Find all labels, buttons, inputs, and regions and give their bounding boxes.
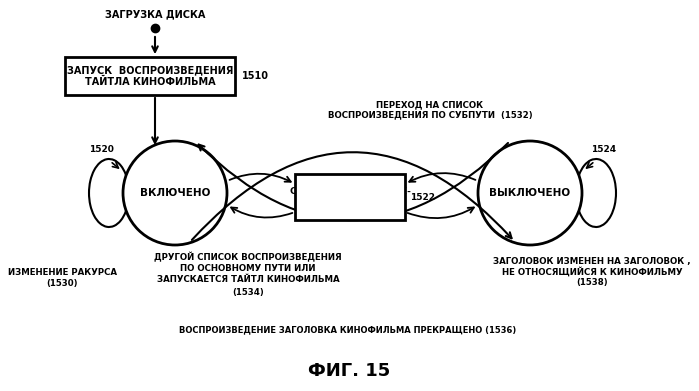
Circle shape xyxy=(123,141,227,245)
Text: ЗАПУСК  ВОСПРОИЗВЕДЕНИЯ
ТАЙТЛА КИНОФИЛЬМА: ЗАПУСК ВОСПРОИЗВЕДЕНИЯ ТАЙТЛА КИНОФИЛЬМА xyxy=(67,65,233,87)
Text: ВКЛЮЧЕНО: ВКЛЮЧЕНО xyxy=(140,188,210,198)
Text: 1520: 1520 xyxy=(89,145,113,154)
Text: ПЕРЕХОД НА СПИСОК
ВОСПРОИЗВЕДЕНИЯ ПО СУБПУТИ  (1532): ПЕРЕХОД НА СПИСОК ВОСПРОИЗВЕДЕНИЯ ПО СУБ… xyxy=(328,100,533,120)
Text: ИЗМЕНЕНИЕ РАКУРСА
(1530): ИЗМЕНЕНИЕ РАКУРСА (1530) xyxy=(8,268,117,288)
Text: (1534): (1534) xyxy=(232,289,264,298)
Text: СПИСОК ВОСПРОИЗВЕ-
ДЕНИЯ ИЗМЕНЕН: СПИСОК ВОСПРОИЗВЕ- ДЕНИЯ ИЗМЕНЕН xyxy=(289,187,410,207)
Text: 1522: 1522 xyxy=(410,192,435,201)
Text: 1524: 1524 xyxy=(591,145,617,154)
Text: ЗАГРУЗКА ДИСКА: ЗАГРУЗКА ДИСКА xyxy=(105,9,206,19)
Text: 1510: 1510 xyxy=(241,71,268,81)
Text: ВЫКЛЮЧЕНО: ВЫКЛЮЧЕНО xyxy=(489,188,570,198)
Text: ДРУГОЙ СПИСОК ВОСПРОИЗВЕДЕНИЯ
ПО ОСНОВНОМУ ПУТИ ИЛИ
ЗАПУСКАЕТСЯ ТАЙТЛ КИНОФИЛЬМА: ДРУГОЙ СПИСОК ВОСПРОИЗВЕДЕНИЯ ПО ОСНОВНО… xyxy=(154,253,342,283)
FancyBboxPatch shape xyxy=(295,174,405,220)
FancyBboxPatch shape xyxy=(65,57,235,95)
Text: ФИГ. 15: ФИГ. 15 xyxy=(308,362,390,380)
Circle shape xyxy=(478,141,582,245)
Text: ВОСПРОИЗВЕДЕНИЕ ЗАГОЛОВКА КИНОФИЛЬМА ПРЕКРАЩЕНО (1536): ВОСПРОИЗВЕДЕНИЕ ЗАГОЛОВКА КИНОФИЛЬМА ПРЕ… xyxy=(180,325,517,334)
Text: ЗАГОЛОВОК ИЗМЕНЕН НА ЗАГОЛОВОК ,
НЕ ОТНОСЯЩИЙСЯ К КИНОФИЛЬМУ
(1538): ЗАГОЛОВОК ИЗМЕНЕН НА ЗАГОЛОВОК , НЕ ОТНО… xyxy=(493,256,691,287)
